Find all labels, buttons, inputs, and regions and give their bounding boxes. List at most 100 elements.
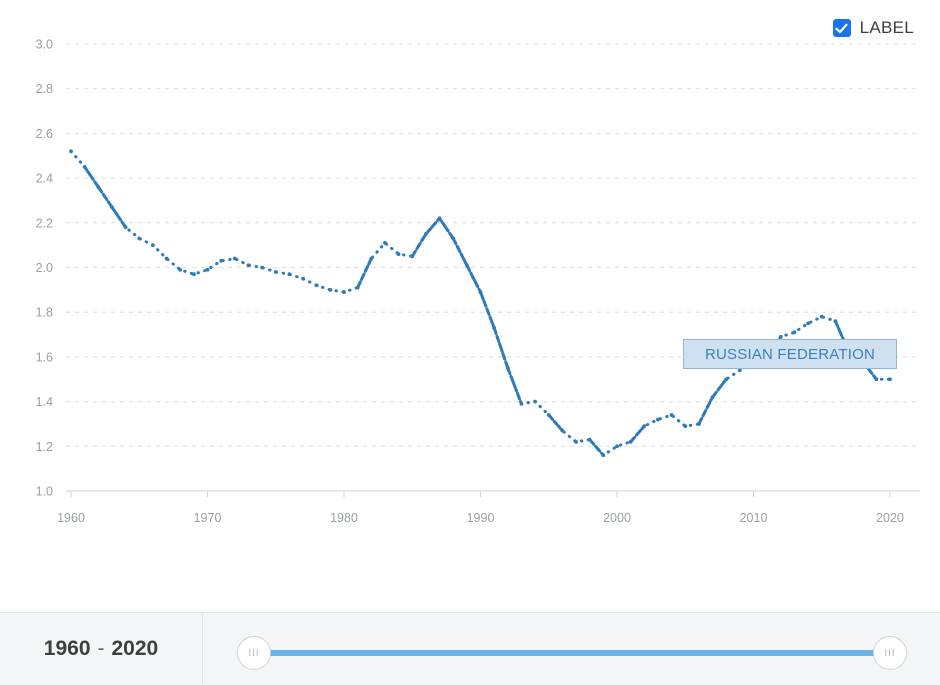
data-point[interactable] <box>833 319 838 324</box>
data-point[interactable] <box>656 417 660 422</box>
series-segment <box>356 257 373 290</box>
data-point[interactable] <box>874 377 879 382</box>
data-point[interactable] <box>246 263 251 268</box>
data-point[interactable] <box>96 185 101 189</box>
series-segment <box>711 377 728 399</box>
data-point[interactable] <box>69 149 73 154</box>
series-label-russian-federation: RUSSIAN FEDERATION <box>683 339 897 369</box>
data-point[interactable] <box>314 283 319 288</box>
data-point[interactable] <box>287 272 292 277</box>
data-point[interactable] <box>110 205 114 210</box>
data-point[interactable] <box>888 377 892 382</box>
data-point[interactable] <box>396 252 401 256</box>
series-layer <box>69 149 892 458</box>
data-point[interactable] <box>205 267 210 272</box>
y-tick-label: 1.8 <box>36 306 53 320</box>
x-tick-label: 2020 <box>876 511 904 525</box>
x-tick-label: 1960 <box>57 511 85 525</box>
data-point[interactable] <box>505 366 510 370</box>
data-point[interactable] <box>410 254 415 259</box>
x-tick-label: 1990 <box>467 511 495 525</box>
slider-handle-end[interactable]: III <box>873 636 907 670</box>
slider-handle-start[interactable]: III <box>237 636 271 670</box>
data-point[interactable] <box>601 453 606 458</box>
data-point[interactable] <box>737 368 742 373</box>
data-point[interactable] <box>369 256 374 261</box>
data-point[interactable] <box>819 314 824 319</box>
data-point[interactable] <box>533 399 537 404</box>
data-point[interactable] <box>778 334 783 339</box>
data-point[interactable] <box>451 236 456 241</box>
data-point[interactable] <box>519 401 524 406</box>
data-point[interactable] <box>137 236 142 241</box>
data-point[interactable] <box>260 265 264 270</box>
label-checkbox[interactable] <box>832 19 851 37</box>
data-point[interactable] <box>178 267 183 272</box>
x-tick-label: 2000 <box>603 511 631 525</box>
data-point[interactable] <box>806 321 810 326</box>
series-segment <box>479 290 496 330</box>
series-segment <box>110 205 128 229</box>
data-point[interactable] <box>437 216 442 221</box>
label-toggle[interactable]: LABEL <box>832 18 914 38</box>
data-point[interactable] <box>710 395 715 400</box>
data-point[interactable] <box>546 413 551 417</box>
data-point[interactable] <box>328 287 333 292</box>
data-point[interactable] <box>383 241 387 245</box>
y-tick-label: 2.8 <box>36 82 53 96</box>
series-segment <box>588 438 605 457</box>
series-line-russian-federation <box>69 149 892 457</box>
data-point[interactable] <box>301 276 305 281</box>
data-point[interactable] <box>164 256 169 261</box>
footer-divider <box>202 613 203 685</box>
y-tick-label: 1.6 <box>36 350 53 364</box>
data-point[interactable] <box>683 424 688 429</box>
data-point[interactable] <box>219 258 224 263</box>
data-point[interactable] <box>232 256 237 261</box>
data-point[interactable] <box>697 422 701 426</box>
y-tick-label: 2.6 <box>36 127 53 141</box>
year-range-slider-track[interactable] <box>254 650 890 656</box>
data-point[interactable] <box>424 232 428 236</box>
data-point[interactable] <box>724 377 729 382</box>
data-point[interactable] <box>560 428 565 433</box>
line-chart: 1.0 1.2 1.4 1.6 1.8 2.0 2.2 2.4 2.6 2.8 3.0 1960 197… <box>36 38 920 525</box>
range-end-year: 2020 <box>111 637 159 660</box>
series-segment <box>96 185 114 209</box>
data-point[interactable] <box>355 285 360 290</box>
y-tick-label: 1.4 <box>36 395 53 409</box>
data-point[interactable] <box>615 444 619 449</box>
data-point[interactable] <box>792 330 797 335</box>
axis-layer: 1.0 1.2 1.4 1.6 1.8 2.0 2.2 2.4 2.6 2.8 3.0 1960 197… <box>36 38 920 525</box>
series-segment <box>492 326 510 370</box>
grip-icon: III <box>884 647 896 659</box>
data-point[interactable] <box>464 263 469 268</box>
data-point[interactable] <box>574 439 578 444</box>
data-point[interactable] <box>478 290 483 294</box>
data-point[interactable] <box>628 439 633 444</box>
y-tick-label: 2.4 <box>36 172 53 186</box>
data-point[interactable] <box>669 413 674 417</box>
data-point[interactable] <box>492 325 497 330</box>
data-point[interactable] <box>587 437 592 442</box>
x-tick-label: 1980 <box>330 511 358 525</box>
data-point[interactable] <box>82 165 87 169</box>
series-segment <box>451 236 469 267</box>
checkmark-icon <box>835 23 848 33</box>
series-segment <box>506 366 523 406</box>
y-tick-label: 1.0 <box>36 485 53 499</box>
y-tick-label: 2.0 <box>36 261 53 275</box>
data-point[interactable] <box>273 270 278 274</box>
data-point[interactable] <box>191 272 196 277</box>
data-point[interactable] <box>342 290 346 294</box>
data-point[interactable] <box>123 225 128 230</box>
y-tick-label: 1.2 <box>36 440 53 454</box>
data-point[interactable] <box>151 243 155 248</box>
series-segment <box>410 232 428 258</box>
series-segment <box>697 395 715 426</box>
series-segment <box>424 216 442 236</box>
series-segment <box>465 263 482 294</box>
chart-area: 1.0 1.2 1.4 1.6 1.8 2.0 2.2 2.4 2.6 2.8 3.0 1960 197… <box>36 18 920 525</box>
range-start-year: 1960 <box>43 637 91 660</box>
data-point[interactable] <box>642 424 647 429</box>
